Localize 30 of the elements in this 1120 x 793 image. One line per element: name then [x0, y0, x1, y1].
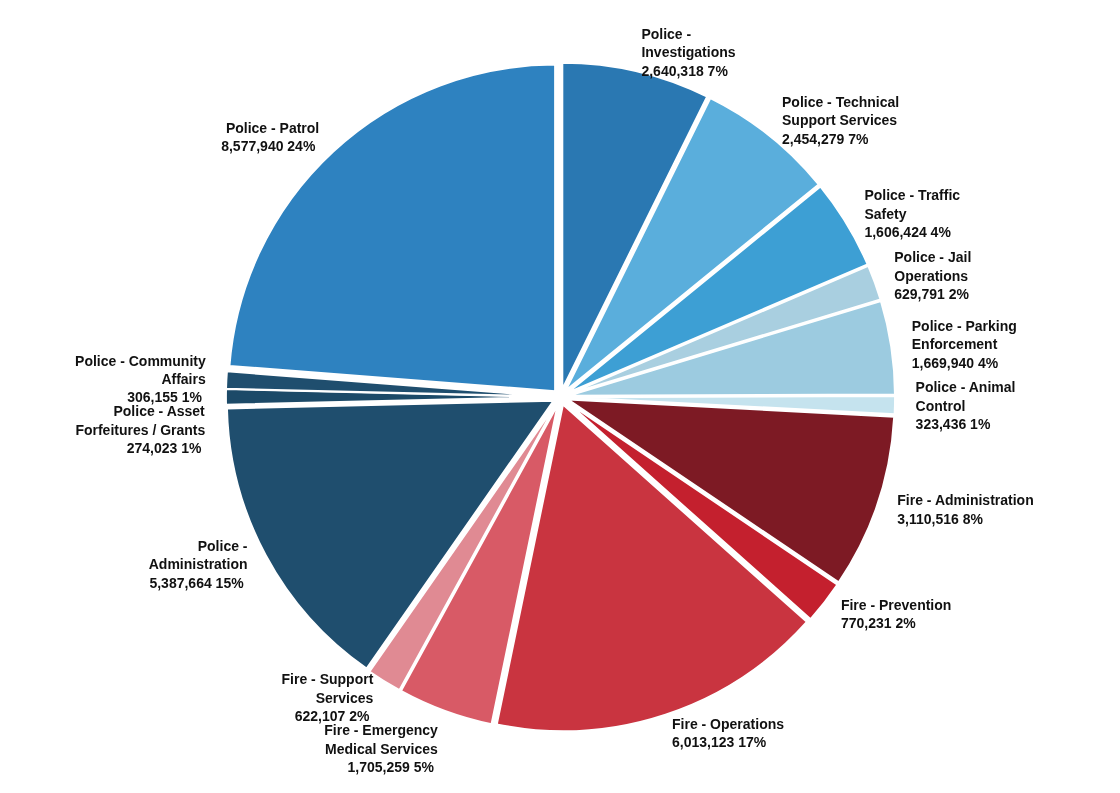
data-label: 1,606,424 4%	[864, 224, 952, 241]
data-label: 2,640,318 7%	[641, 62, 729, 79]
slice-label: Police - Asset Forfeitures / Grants	[75, 403, 206, 438]
slice-label: Police - Community Affairs	[75, 352, 206, 388]
slice-label: Fire - Prevention	[840, 597, 952, 614]
slice-label: Police - Investigations	[641, 26, 736, 61]
data-label: 323,436 1%	[915, 416, 991, 432]
slice-label: Police - Patrol	[225, 120, 320, 137]
data-label: 629,791 2%	[894, 286, 970, 303]
data-label: 306,155 1%	[127, 389, 203, 406]
slice-label: Fire - Emergency Medical Services	[324, 722, 439, 757]
data-label: 1,669,940 4%	[911, 354, 999, 371]
slice-label: Police - Parking Enforcement	[911, 317, 1017, 353]
slice-label: Police - Administration	[148, 537, 248, 573]
slice-label: Fire - Operations	[672, 715, 785, 732]
slice-label: Police - Technical Support Services	[781, 93, 900, 129]
data-label: 8,577,940 24%	[221, 138, 316, 155]
slice-label: Fire - Support Services	[281, 671, 374, 706]
slice-label: Police - Jail Operations	[894, 249, 972, 284]
slice-label: Police - Traffic Safety	[864, 187, 961, 222]
data-label: 622,107 2%	[294, 708, 370, 725]
data-label: 3,110,516 8%	[897, 510, 984, 527]
slice-label: Fire - Administration	[897, 492, 1034, 509]
slice-label: Police - Animal Control	[915, 379, 1016, 414]
data-label: 5,387,664 15%	[149, 574, 245, 591]
data-label: 2,454,279 7%	[781, 130, 869, 147]
data-label: 770,231 2%	[840, 615, 917, 632]
data-label: 1,705,259 5%	[347, 759, 435, 776]
data-label: 6,013,123 17%	[672, 734, 767, 751]
data-label: 274,023 1%	[126, 440, 202, 457]
